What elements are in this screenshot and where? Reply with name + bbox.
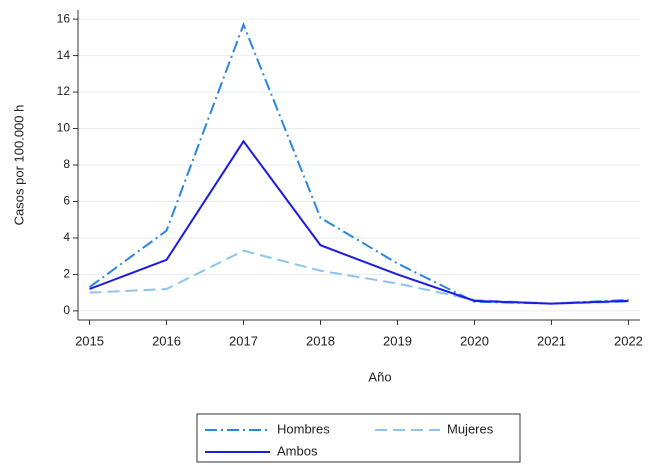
x-tick-label: 2021 <box>537 333 566 348</box>
y-tick-label: 14 <box>57 48 71 62</box>
x-tick-label: 2015 <box>75 333 104 348</box>
y-tick-label: 2 <box>63 267 70 281</box>
y-tick-label: 12 <box>57 84 71 98</box>
y-axis-label: Casos por 100.000 h <box>11 105 26 226</box>
y-tick-label: 4 <box>63 230 70 244</box>
legend-label: Mujeres <box>447 421 494 436</box>
x-tick-label: 2022 <box>614 333 643 348</box>
y-tick-label: 8 <box>63 157 70 171</box>
x-tick-label: 2017 <box>229 333 258 348</box>
legend-label: Ambos <box>277 443 318 458</box>
legend-box <box>196 413 521 463</box>
series-line <box>89 249 629 305</box>
series-line <box>88 21 629 305</box>
x-tick-label: 2019 <box>383 333 412 348</box>
x-tick-label: 2020 <box>460 333 489 348</box>
y-tick-label: 10 <box>57 121 71 135</box>
y-tick-label: 0 <box>63 303 70 317</box>
x-axis-label: Año <box>368 369 391 384</box>
x-tick-label: 2016 <box>152 333 181 348</box>
legend-label: Hombres <box>277 421 330 436</box>
y-tick-label: 16 <box>57 11 71 25</box>
y-tick-label: 6 <box>63 194 70 208</box>
series-line <box>89 139 629 305</box>
x-tick-label: 2018 <box>306 333 335 348</box>
